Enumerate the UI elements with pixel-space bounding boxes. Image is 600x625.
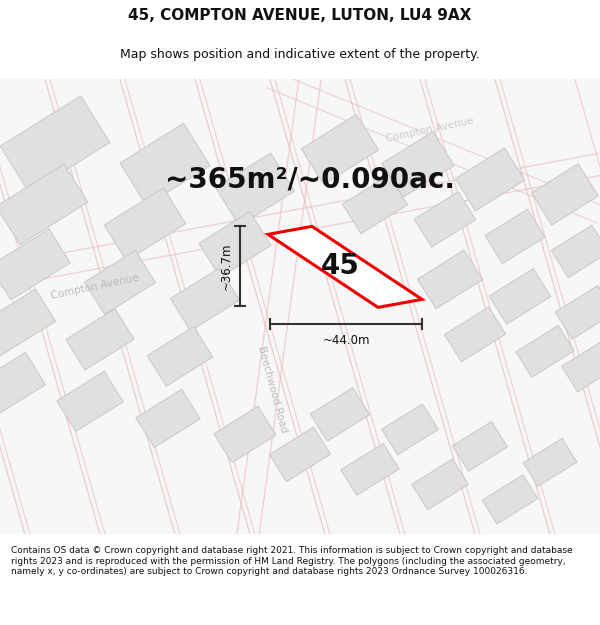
Polygon shape bbox=[562, 341, 600, 392]
Polygon shape bbox=[452, 421, 508, 471]
Text: Contains OS data © Crown copyright and database right 2021. This information is : Contains OS data © Crown copyright and d… bbox=[11, 546, 572, 576]
Polygon shape bbox=[85, 251, 155, 314]
Text: Map shows position and indicative extent of the property.: Map shows position and indicative extent… bbox=[120, 48, 480, 61]
Text: ~365m²/~0.090ac.: ~365m²/~0.090ac. bbox=[165, 166, 455, 193]
Polygon shape bbox=[532, 164, 598, 225]
Polygon shape bbox=[57, 371, 123, 431]
Polygon shape bbox=[269, 427, 331, 482]
Polygon shape bbox=[214, 406, 276, 462]
Text: Compton Avenue: Compton Avenue bbox=[385, 115, 475, 144]
Polygon shape bbox=[0, 352, 46, 416]
Polygon shape bbox=[455, 148, 524, 211]
Polygon shape bbox=[199, 211, 271, 278]
Polygon shape bbox=[382, 131, 454, 198]
Polygon shape bbox=[485, 209, 545, 264]
Polygon shape bbox=[556, 286, 600, 339]
Polygon shape bbox=[0, 164, 88, 244]
Polygon shape bbox=[0, 229, 70, 300]
Polygon shape bbox=[445, 307, 506, 362]
Polygon shape bbox=[0, 96, 110, 193]
Polygon shape bbox=[414, 192, 476, 247]
Polygon shape bbox=[120, 123, 210, 206]
Polygon shape bbox=[551, 225, 600, 278]
Polygon shape bbox=[104, 188, 186, 261]
Polygon shape bbox=[268, 226, 422, 308]
Polygon shape bbox=[215, 153, 295, 226]
Text: ~44.0m: ~44.0m bbox=[322, 334, 370, 347]
Text: Beechwood Road: Beechwood Road bbox=[256, 345, 289, 434]
Polygon shape bbox=[0, 289, 56, 356]
Polygon shape bbox=[341, 443, 399, 496]
Polygon shape bbox=[170, 268, 239, 331]
Text: Compton Avenue: Compton Avenue bbox=[50, 272, 140, 301]
Polygon shape bbox=[412, 459, 469, 510]
Polygon shape bbox=[516, 326, 574, 378]
Polygon shape bbox=[382, 404, 439, 455]
Text: 45, COMPTON AVENUE, LUTON, LU4 9AX: 45, COMPTON AVENUE, LUTON, LU4 9AX bbox=[128, 8, 472, 23]
Text: ~36.7m: ~36.7m bbox=[220, 242, 233, 290]
Polygon shape bbox=[343, 175, 407, 234]
Polygon shape bbox=[147, 326, 213, 386]
Polygon shape bbox=[310, 388, 370, 441]
Polygon shape bbox=[482, 475, 538, 524]
Polygon shape bbox=[136, 389, 200, 448]
Polygon shape bbox=[489, 269, 551, 324]
Text: 45: 45 bbox=[320, 253, 359, 281]
Polygon shape bbox=[66, 309, 134, 370]
Polygon shape bbox=[523, 438, 577, 486]
Polygon shape bbox=[301, 114, 379, 184]
Polygon shape bbox=[418, 250, 482, 309]
